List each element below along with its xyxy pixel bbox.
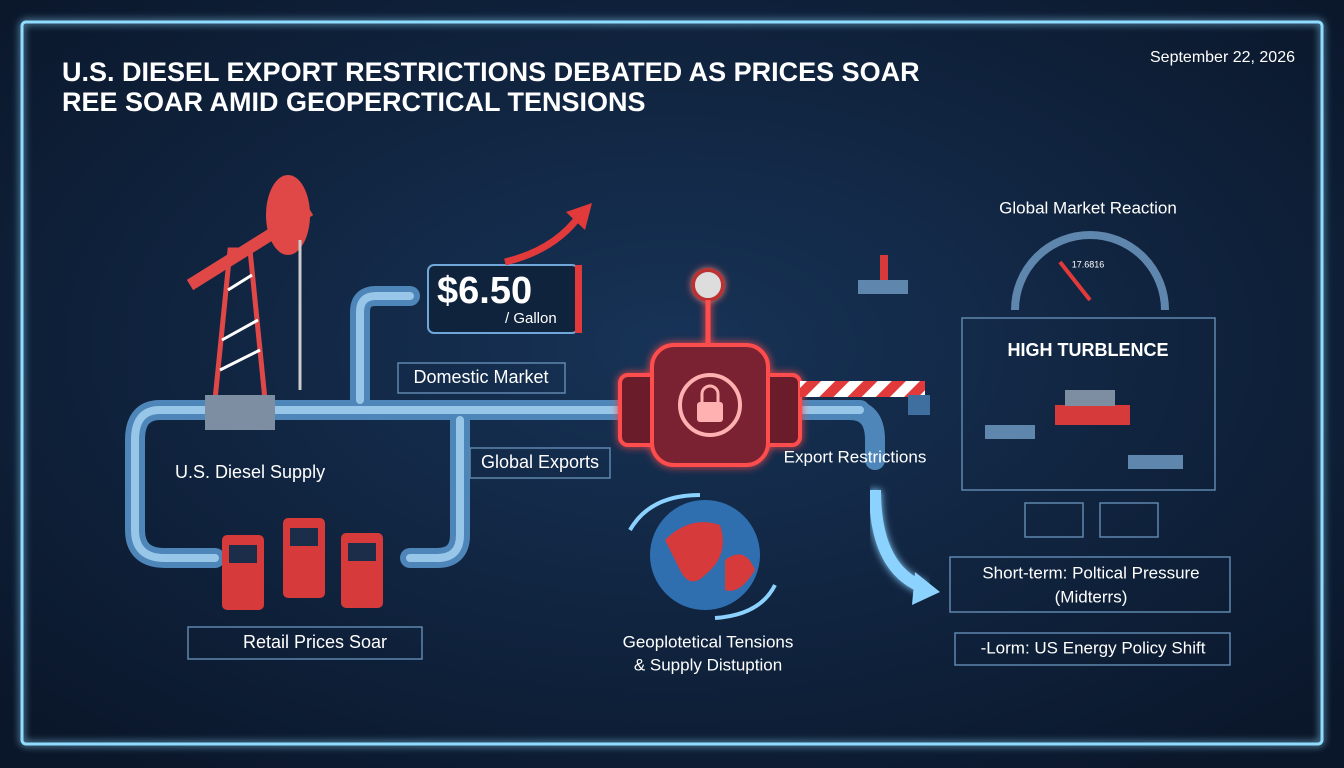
barrier-post (908, 395, 930, 415)
valve (618, 268, 802, 467)
turbulence-label: HIGH TURBLENCE (1008, 340, 1169, 360)
long-term-label: -Lorm: US Energy Policy Shift (981, 638, 1206, 657)
market-title: Global Market Reaction (999, 198, 1177, 217)
geo-label: & Supply Distuption (634, 655, 782, 674)
short-term-box (949, 556, 1231, 613)
oil-derrick (186, 175, 314, 430)
pipes (125, 286, 885, 568)
domestic-box (397, 362, 566, 394)
domestic-label: Domestic Market (413, 367, 548, 387)
gauge-needle (1058, 260, 1092, 302)
sub-box (1024, 502, 1084, 538)
price-accent (575, 265, 582, 333)
exports-label: Global Exports (481, 452, 599, 472)
gauge-value: 17.6816 (1072, 259, 1105, 269)
short-term-label: (Midterrs) (1055, 587, 1128, 606)
retail-label: Retail Prices Soar (243, 632, 387, 652)
globe (628, 493, 777, 620)
turbulence-box (961, 317, 1216, 491)
arrow-head (566, 203, 592, 230)
supply-label: U.S. Diesel Supply (175, 462, 325, 482)
gas-pumps (222, 518, 383, 610)
title: REE SOAR AMID GEOPERCTICAL TENSIONS (62, 87, 646, 117)
short-term-label: Short-term: Poltical Pressure (982, 563, 1199, 582)
restrictions-label: Export Restrictions (784, 447, 927, 466)
arrow-head (912, 572, 940, 605)
price-unit: / Gallon (505, 310, 557, 327)
frame (20, 20, 1324, 746)
gauge (1011, 231, 1169, 311)
barrier (800, 381, 925, 397)
sub-box (1099, 502, 1159, 538)
date: September 22, 2026 (1150, 49, 1295, 66)
rise-arrow (504, 212, 583, 266)
ships (858, 255, 1183, 469)
exports-box (469, 447, 611, 479)
retail-box (187, 626, 423, 660)
title: U.S. DIESEL EXPORT RESTRICTIONS DEBATED … (62, 57, 920, 87)
geo-label: Geoplotetical Tensions (623, 632, 794, 651)
price: $6.50 (437, 270, 532, 312)
long-term-box (954, 632, 1231, 666)
